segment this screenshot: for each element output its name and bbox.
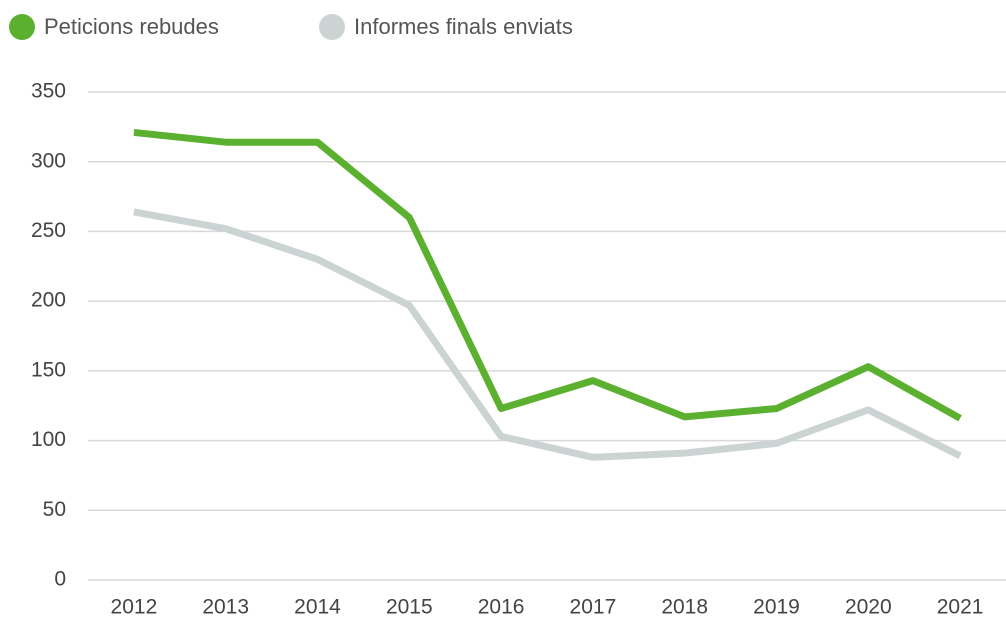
y-tick-label: 350	[31, 80, 66, 103]
y-tick-label: 300	[31, 149, 66, 172]
x-tick-label: 2020	[845, 596, 892, 619]
y-tick-label: 200	[31, 289, 66, 312]
x-tick-label: 2014	[294, 596, 341, 619]
x-tick-label: 2015	[386, 596, 433, 619]
x-tick-label: 2018	[661, 596, 708, 619]
line-series	[133, 208, 962, 461]
y-tick-label: 50	[43, 498, 66, 521]
x-tick-label: 2012	[111, 596, 158, 619]
y-tick-label: 250	[31, 219, 66, 242]
y-tick-label: 0	[54, 568, 66, 591]
legend-swatch	[9, 14, 35, 40]
legend-label: Informes finals enviats	[354, 14, 573, 39]
line-series	[133, 128, 962, 422]
y-tick-label: 150	[31, 358, 66, 381]
y-tick-label: 100	[31, 428, 66, 451]
x-tick-label: 2017	[570, 596, 617, 619]
legend-label: Peticions rebudes	[44, 14, 219, 39]
x-tick-label: 2013	[202, 596, 249, 619]
x-tick-label: 2021	[937, 596, 984, 619]
x-tick-label: 2016	[478, 596, 525, 619]
legend-swatch	[319, 14, 345, 40]
x-tick-label: 2019	[753, 596, 800, 619]
